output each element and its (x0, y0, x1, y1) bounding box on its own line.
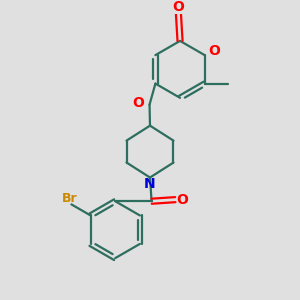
Text: O: O (208, 44, 220, 58)
Text: Br: Br (62, 192, 78, 205)
Text: N: N (144, 178, 156, 191)
Text: O: O (133, 96, 144, 110)
Text: O: O (176, 193, 188, 207)
Text: O: O (172, 0, 184, 14)
